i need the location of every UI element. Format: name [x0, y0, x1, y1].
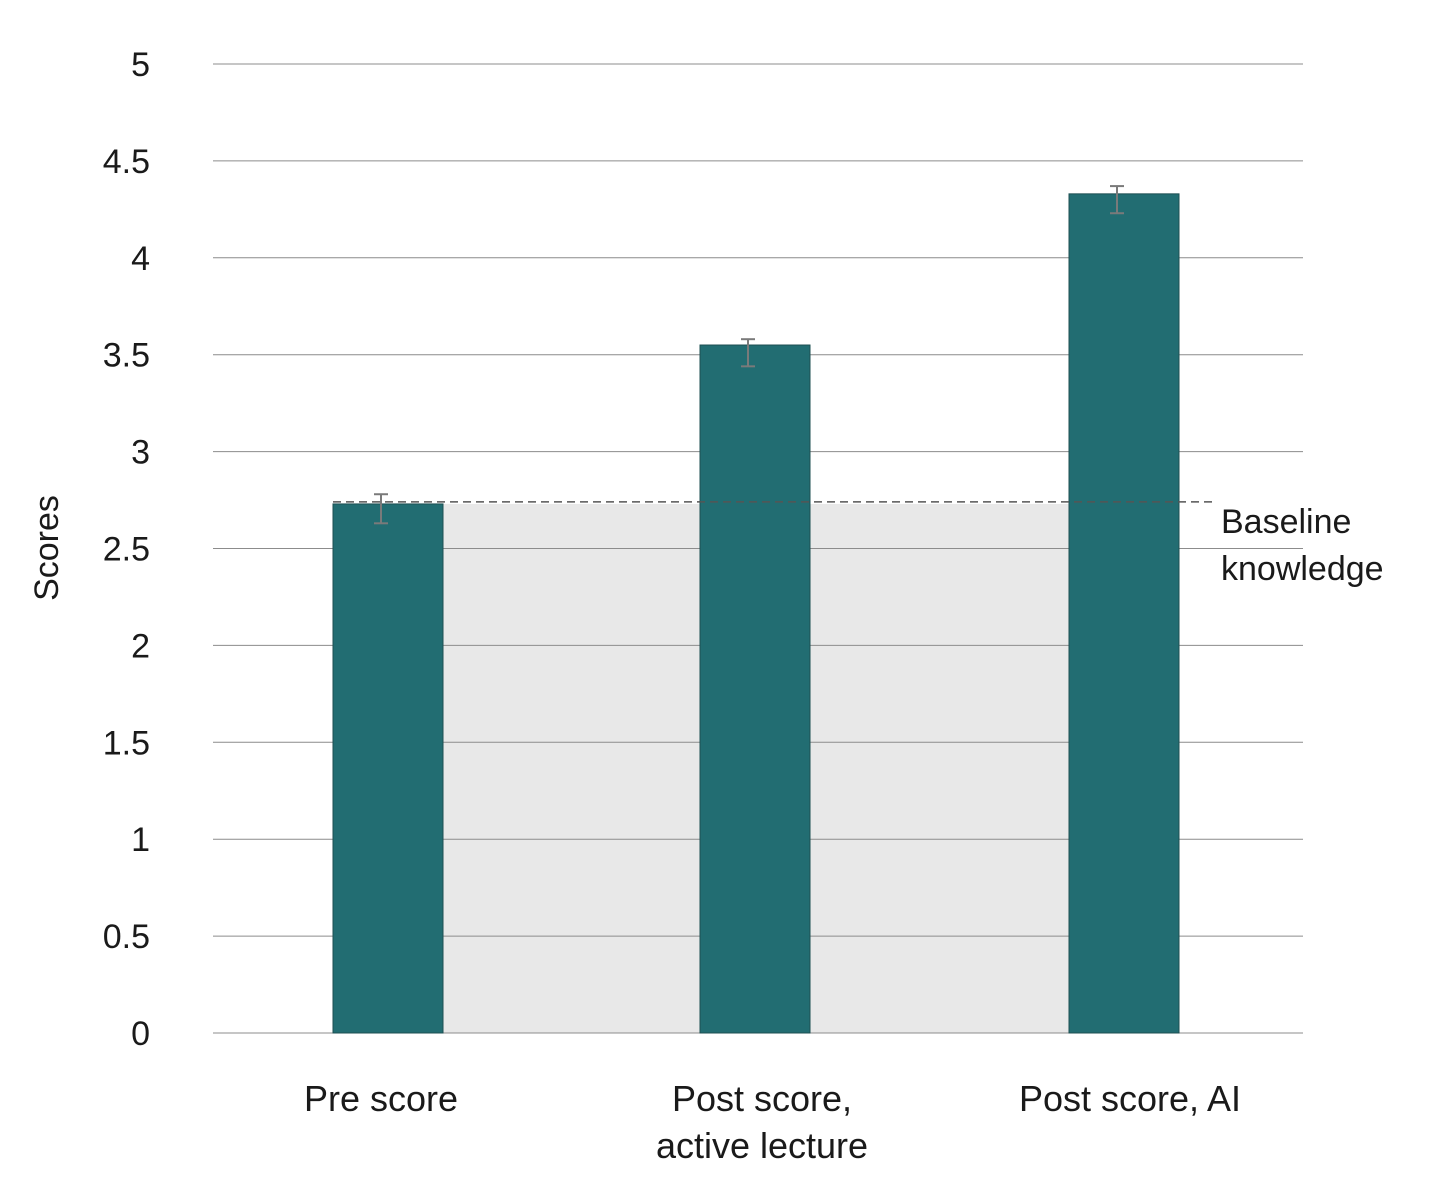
- y-tick-label: 1: [131, 821, 150, 859]
- baseline-label-line: knowledge: [1221, 550, 1384, 588]
- bar: [1068, 193, 1180, 1034]
- y-tick-label: 5: [131, 46, 150, 84]
- y-tick-label: 0: [131, 1015, 150, 1053]
- x-tick-label: Pre score: [304, 1078, 458, 1119]
- x-tick-label: Post score, active lecture: [656, 1078, 868, 1166]
- y-tick-label: 2.5: [103, 531, 150, 569]
- bar: [332, 503, 444, 1034]
- baseline-label: Baseline knowledge: [1221, 503, 1384, 588]
- x-tick-labels: Pre score Post score, active lecture Post s…: [304, 1078, 1241, 1166]
- y-tick-label: 4: [131, 240, 150, 278]
- y-tick-label: 2: [131, 627, 150, 665]
- y-tick-labels: 0 0.5 1 1.5 2 2.5 3 3.5 4 4.5 5: [103, 46, 150, 1053]
- error-bar: [741, 338, 755, 368]
- bars: [332, 193, 1180, 1034]
- error-bar: [374, 493, 388, 525]
- error-bar: [1110, 185, 1124, 215]
- baseline-label-line: Baseline: [1221, 503, 1351, 541]
- y-tick-label: 3.5: [103, 337, 150, 375]
- y-tick-label: 0.5: [103, 918, 150, 956]
- y-tick-label: 4.5: [103, 143, 150, 181]
- y-tick-label: 1.5: [103, 724, 150, 762]
- error-bars: [374, 185, 1124, 525]
- y-axis-title: Scores: [28, 495, 66, 601]
- y-tick-label: 3: [131, 434, 150, 472]
- bar: [699, 344, 811, 1034]
- x-tick-label: Post score, AI: [1019, 1078, 1241, 1119]
